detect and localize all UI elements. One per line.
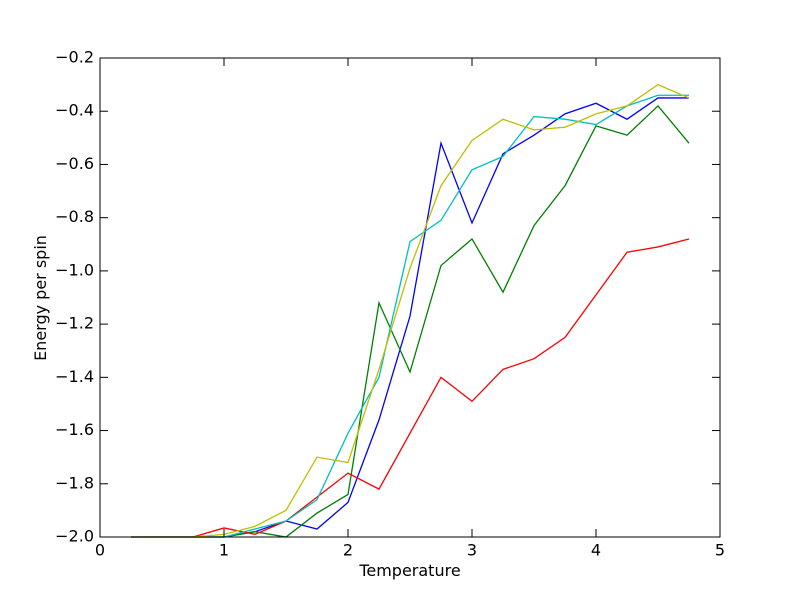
x-tick-label: 3 (467, 541, 477, 560)
data-line (131, 97, 689, 538)
y-axis-label: Energy per spin (31, 235, 50, 361)
y-tick-label: −2.0 (55, 527, 94, 546)
data-line (131, 238, 690, 538)
data-line (131, 83, 690, 538)
y-tick-label: −0.4 (55, 101, 94, 120)
plot-frame (99, 57, 721, 538)
y-tick-label: −0.6 (55, 154, 94, 173)
x-tick-label: 0 (95, 541, 105, 560)
x-tick-label: 2 (343, 541, 353, 560)
y-tick-label: −1.0 (55, 260, 94, 279)
x-axis-label: Temperature (358, 561, 460, 580)
y-tick-label: −1.6 (55, 420, 94, 439)
y-tick-label: −1.4 (55, 367, 94, 386)
y-tick-label: −1.2 (55, 314, 94, 333)
y-tick-label: −0.8 (55, 207, 94, 226)
x-tick-label: 4 (591, 541, 601, 560)
x-tick-label: 1 (219, 541, 229, 560)
y-tick-label: −1.8 (55, 473, 94, 492)
y-tick-label: −0.2 (55, 48, 94, 67)
data-line (131, 104, 690, 538)
x-tick-label: 5 (715, 541, 725, 560)
